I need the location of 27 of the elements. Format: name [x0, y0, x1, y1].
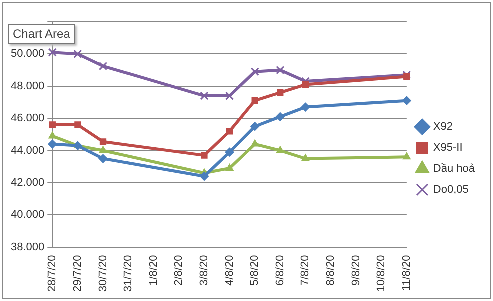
x-tick-label: 4/8/20	[224, 255, 236, 286]
x-tick-label: 6/8/20	[274, 255, 286, 286]
x-tick-label: 11/8/20	[400, 255, 413, 292]
x-tick-label: 1/8/20	[148, 255, 160, 286]
annotation: Chart Area	[8, 24, 76, 44]
legend-label: X92	[433, 121, 453, 134]
x-tick-label: 3/8/20	[198, 255, 211, 286]
y-tick-label: 42.000	[10, 176, 45, 189]
x-tick-label: 7/8/20	[300, 255, 312, 286]
y-tick-label: 48.000	[10, 80, 45, 92]
y-tick-label: 38.000	[10, 241, 45, 254]
y-tick-label: 44.000	[10, 144, 45, 157]
x-tick-label: 30/7/20	[97, 255, 110, 292]
legend-label: X95-II	[433, 142, 463, 154]
x-tick-label: 29/7/20	[72, 255, 84, 292]
y-tick-label: 40.000	[10, 209, 45, 222]
legend-label: Do0,05	[433, 184, 469, 196]
y-tick-label: 46.000	[10, 112, 45, 125]
y-tick-label: 50.000	[10, 48, 45, 60]
legend-label: Dầu hoả	[433, 163, 476, 176]
x-tick-label: 2/8/20	[173, 255, 186, 286]
x-tick-label: 28/7/20	[46, 255, 59, 292]
x-tick-label: 10/8/20	[376, 255, 388, 292]
x-tick-label: 31/7/20	[122, 255, 135, 292]
x-tick-label: 5/8/20	[249, 255, 262, 286]
x-tick-label: 9/8/20	[350, 255, 362, 286]
x-tick-label: 8/8/20	[325, 255, 338, 286]
